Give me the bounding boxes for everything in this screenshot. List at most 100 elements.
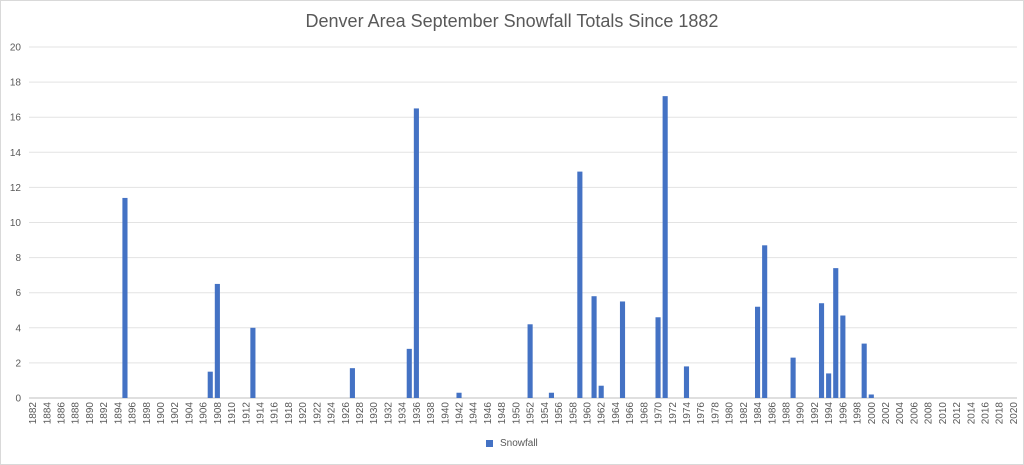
y-tick-label: 0 [15,394,21,405]
x-tick-label: 1998 [853,402,864,425]
y-tick-label: 18 [10,78,22,89]
x-tick-label: 1980 [725,402,736,425]
bar-1985 [762,245,768,398]
x-tick-label: 2000 [867,402,878,425]
y-tick-label: 10 [10,218,22,229]
bars [122,96,874,399]
y-tick-label: 14 [10,148,22,159]
x-tick-label: 1976 [696,402,707,425]
bar-1962 [598,385,604,398]
x-tick-label: 1944 [469,402,480,425]
y-tick-label: 2 [15,358,21,369]
x-tick-label: 1984 [753,402,764,425]
x-tick-label: 1898 [142,402,153,425]
bar-1908 [214,283,220,398]
x-axis-ticks: 1882 1884 1886 1888 1890 1892 1894 1896 1898 1900… [28,402,1020,425]
x-tick-label: 1930 [369,402,380,425]
x-tick-label: 1956 [554,402,565,425]
bar-1995 [833,268,839,398]
x-tick-label: 1982 [739,402,750,425]
chart-title: Denver Area September Snowfall Totals Si… [305,11,719,31]
x-tick-label: 2010 [938,402,949,425]
x-tick-label: 1890 [85,402,96,425]
x-tick-label: 1896 [128,402,139,425]
x-tick-label: 1914 [256,402,267,425]
x-tick-label: 1932 [383,402,394,425]
bar-1996 [840,315,846,398]
bar-2000 [868,394,874,398]
x-tick-label: 1936 [412,402,423,425]
y-tick-label: 4 [15,323,21,334]
x-tick-label: 1916 [270,402,281,425]
x-tick-label: 1894 [113,402,124,425]
x-tick-label: 2004 [895,402,906,425]
bar-1936 [413,108,419,399]
x-tick-label: 1990 [796,402,807,425]
x-tick-label: 1960 [582,402,593,425]
bar-1935 [406,348,412,398]
x-tick-label: 1942 [455,402,466,425]
x-tick-label: 2018 [995,402,1006,425]
x-tick-label: 1884 [42,402,53,425]
x-tick-label: 1928 [355,402,366,425]
bar-1942 [456,392,462,398]
y-tick-label: 12 [10,183,22,194]
x-tick-label: 1972 [668,402,679,425]
bar-1965 [619,301,626,398]
x-tick-label: 1968 [639,402,650,425]
x-tick-label: 1952 [526,402,537,425]
x-tick-label: 1900 [156,402,167,425]
x-tick-label: 2002 [881,402,892,425]
x-tick-label: 1906 [199,402,210,425]
x-tick-label: 1988 [781,402,792,425]
x-tick-label: 1886 [56,402,67,425]
bar-1961 [591,296,597,398]
x-tick-label: 1948 [497,402,508,425]
x-tick-label: 1954 [540,402,551,425]
x-tick-label: 1950 [511,402,522,425]
x-tick-label: 1940 [440,402,451,425]
x-tick-label: 1918 [284,402,295,425]
x-tick-label: 2014 [966,402,977,425]
bar-1952 [527,324,533,398]
bar-1895 [122,197,128,398]
bar-1907 [207,371,213,398]
x-tick-label: 1978 [710,402,721,425]
x-tick-label: 1892 [99,402,110,425]
x-tick-label: 1904 [184,402,195,425]
legend-label-snowfall: Snowfall [499,438,538,449]
x-tick-label: 2016 [981,402,992,425]
x-tick-label: 1926 [341,402,352,425]
x-tick-label: 1910 [227,402,238,425]
bar-1970 [655,317,661,398]
bar-1974 [683,366,690,398]
x-tick-label: 2020 [1009,402,1020,425]
bar-1959 [577,171,583,398]
x-tick-label: 1946 [483,402,494,425]
x-tick-label: 1938 [426,402,437,425]
bar-1989 [790,357,796,398]
x-tick-label: 1934 [398,402,409,425]
x-tick-label: 1958 [568,402,579,425]
x-tick-label: 1902 [170,402,181,425]
x-tick-label: 1996 [838,402,849,425]
bar-1993 [818,303,825,398]
y-tick-label: 8 [15,253,21,264]
x-tick-label: 2012 [952,402,963,425]
bar-1913 [250,327,256,398]
bar-1999 [861,343,867,398]
bar-1984 [755,306,761,398]
x-tick-label: 1992 [810,402,821,425]
legend: Snowfall [1,438,1023,449]
bar-1994 [826,373,832,398]
y-tick-label: 16 [10,113,22,124]
x-tick-label: 1908 [213,402,224,425]
x-tick-label: 1922 [312,402,323,425]
x-tick-label: 1986 [767,402,778,425]
x-tick-label: 1994 [824,402,835,425]
y-axis-ticks: 0 2 4 6 8 10 12 14 16 18 20 [10,43,22,405]
x-tick-label: 1970 [654,402,665,425]
x-tick-label: 2008 [924,402,935,425]
x-tick-label: 1966 [625,402,636,425]
